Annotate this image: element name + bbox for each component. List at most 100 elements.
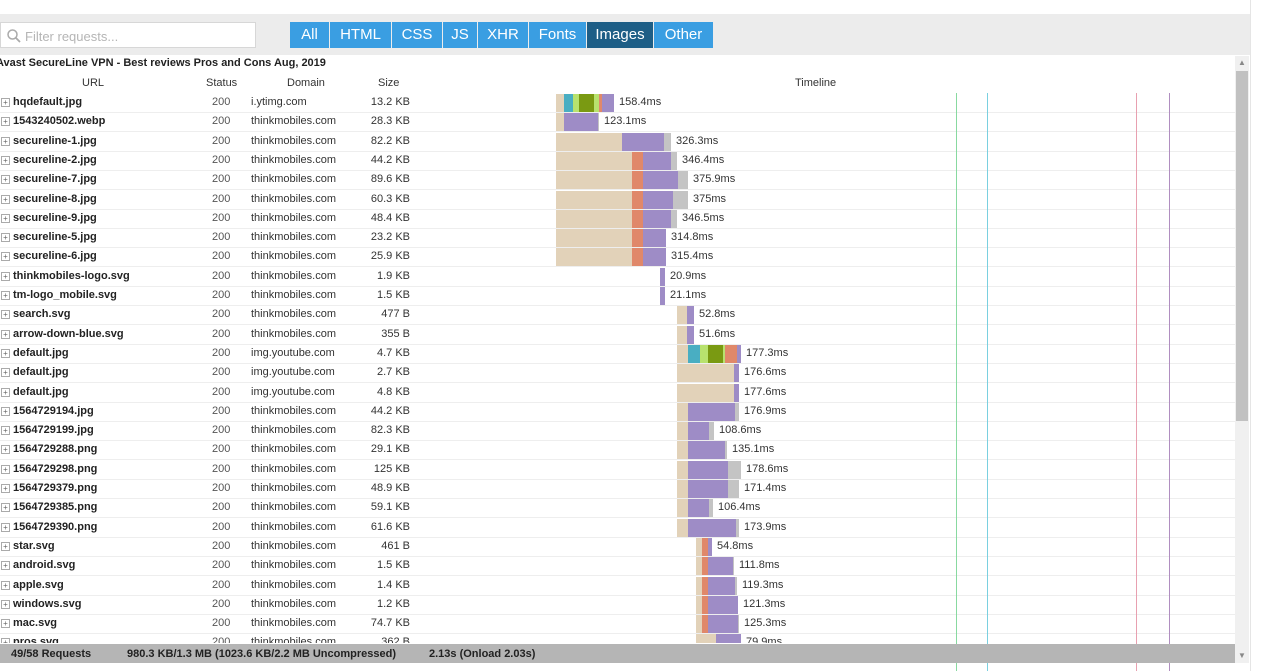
request-row[interactable]: +1564729390.png 200 thinkmobiles.com 61.6 K…: [0, 518, 1235, 538]
request-row[interactable]: + tm-logo_mobile.svg 200 thinkmobiles.com 1.…: [0, 286, 1235, 306]
expand-icon[interactable]: +: [1, 117, 10, 127]
request-row[interactable]: +1564729194.jpg 200 thinkmobiles.com 44.2 K…: [0, 402, 1235, 422]
expand-icon[interactable]: +: [1, 310, 10, 320]
expand-icon[interactable]: +: [1, 175, 10, 185]
header-domain[interactable]: Domain: [287, 77, 325, 89]
request-row[interactable]: + secureline-1.jpg 200 thinkmobiles.com 82.2…: [0, 132, 1235, 152]
request-row[interactable]: + secureline-8.jpg 200 thinkmobiles.com 60.3…: [0, 190, 1235, 210]
expand-icon[interactable]: +: [1, 619, 10, 629]
request-size: 89.6 KB: [370, 173, 410, 186]
expand-icon[interactable]: +: [1, 522, 10, 532]
expand-icon[interactable]: +: [1, 213, 10, 223]
tab-css[interactable]: CSS: [392, 22, 442, 48]
scroll-thumb[interactable]: [1236, 71, 1248, 421]
request-row[interactable]: + hqdefault.jpg 200 i.ytimg.com 13.2 KB 158.4…: [0, 93, 1235, 113]
expand-icon[interactable]: +: [1, 426, 10, 436]
timeline-duration: 54.8ms: [717, 539, 754, 552]
expand-icon[interactable]: +: [1, 599, 10, 609]
tab-xhr[interactable]: XHR: [478, 22, 528, 48]
scroll-down-arrow-icon[interactable]: ▼: [1238, 651, 1246, 660]
expand-icon[interactable]: +: [1, 464, 10, 474]
header-timeline[interactable]: Timeline: [795, 77, 837, 89]
expand-icon[interactable]: +: [1, 445, 10, 455]
request-row[interactable]: + arrow-down-blue.svg 200 thinkmobiles.com 3…: [0, 325, 1235, 345]
expand-icon[interactable]: +: [1, 136, 10, 146]
expand-icon[interactable]: +: [1, 271, 10, 281]
timeline-receive-segment: [709, 499, 713, 518]
timeline-send-segment: [702, 537, 708, 556]
header-url[interactable]: URL: [82, 77, 105, 89]
expand-icon[interactable]: +: [1, 233, 10, 243]
request-row[interactable]: + default.jpg 200 img.youtube.com 4.8 KB 177.…: [0, 383, 1235, 403]
timeline-receive-segment: [671, 209, 677, 228]
expand-icon[interactable]: +: [1, 368, 10, 378]
expand-icon[interactable]: +: [1, 98, 10, 107]
tab-all[interactable]: All: [290, 22, 329, 48]
expand-icon[interactable]: +: [1, 329, 10, 339]
timeline-wait-segment: [688, 518, 736, 537]
timeline-duration: 171.4ms: [744, 482, 787, 494]
expand-icon[interactable]: +: [1, 406, 10, 416]
request-row[interactable]: + search.svg 200 thinkmobiles.com 477 B 52.8m…: [0, 305, 1235, 326]
timeline-receive-segment: [736, 518, 739, 537]
request-row[interactable]: + windows.svg 200 thinkmobiles.com 1.2 KB 121…: [0, 595, 1235, 615]
request-size: 1.2 KB: [376, 597, 410, 610]
timeline-ssl-segment: [579, 94, 594, 112]
header-size[interactable]: Size: [378, 77, 400, 89]
expand-icon[interactable]: +: [1, 580, 10, 590]
filter-box[interactable]: [0, 22, 256, 49]
request-row[interactable]: + apple.svg 200 thinkmobiles.com 1.4 KB 119.3…: [0, 576, 1235, 596]
request-status: 200: [212, 443, 231, 456]
expand-icon[interactable]: +: [1, 252, 10, 262]
timeline-wait-segment: [708, 595, 738, 614]
request-row[interactable]: +1564729288.png 200 thinkmobiles.com 29.1 K…: [0, 440, 1235, 461]
request-row[interactable]: +1564729199.jpg 200 thinkmobiles.com 82.3 K…: [0, 421, 1235, 442]
expand-icon[interactable]: +: [1, 155, 10, 165]
request-url: android.svg: [13, 559, 76, 572]
page-title: Avast SecureLine VPN - Best reviews Pros…: [0, 57, 326, 69]
expand-icon[interactable]: +: [1, 291, 10, 300]
expand-icon[interactable]: +: [1, 194, 10, 204]
expand-icon[interactable]: +: [1, 484, 10, 493]
request-row[interactable]: + secureline-2.jpg 200 thinkmobiles.com 44.2…: [0, 151, 1235, 171]
expand-icon[interactable]: +: [1, 561, 10, 571]
request-row[interactable]: + mac.svg 200 thinkmobiles.com 74.7 KB 125.3m…: [0, 614, 1235, 635]
request-row[interactable]: + pros.svg 200 thinkmobiles.com 362 B 79.9ms: [0, 633, 1235, 643]
request-row[interactable]: + thinkmobiles-logo.svg 200 thinkmobiles.co…: [0, 267, 1235, 287]
onload-line: [1136, 93, 1137, 671]
request-row[interactable]: + default.jpg 200 img.youtube.com 4.7 KB 177.…: [0, 344, 1235, 364]
request-row[interactable]: +1543240502.webp 200 thinkmobiles.com 28.3 …: [0, 112, 1235, 133]
timeline-blocked-segment: [556, 190, 632, 209]
tab-images[interactable]: Images: [587, 22, 653, 48]
expand-icon[interactable]: +: [1, 503, 10, 513]
vertical-scrollbar[interactable]: ▲ ▼: [1235, 56, 1249, 663]
expand-icon[interactable]: +: [1, 638, 10, 643]
tab-html[interactable]: HTML: [330, 22, 391, 48]
expand-icon[interactable]: +: [1, 348, 10, 358]
request-url: 1543240502.webp: [13, 115, 106, 128]
tab-fonts[interactable]: Fonts: [529, 22, 586, 48]
timeline-blocked-segment: [677, 306, 687, 325]
tab-other[interactable]: Other: [654, 22, 713, 48]
expand-icon[interactable]: +: [1, 541, 10, 551]
header-status[interactable]: Status: [206, 77, 238, 89]
request-row[interactable]: +1564729379.png 200 thinkmobiles.com 48.9 K…: [0, 479, 1235, 499]
scroll-up-arrow-icon[interactable]: ▲: [1238, 58, 1246, 67]
expand-icon[interactable]: +: [1, 387, 10, 397]
request-row[interactable]: + star.svg 200 thinkmobiles.com 461 B 54.8ms: [0, 537, 1235, 557]
filter-requests-input[interactable]: [23, 23, 255, 49]
request-domain: thinkmobiles.com: [251, 559, 336, 572]
request-row[interactable]: + android.svg 200 thinkmobiles.com 1.5 KB 111…: [0, 556, 1235, 577]
request-row[interactable]: + secureline-7.jpg 200 thinkmobiles.com 89.6…: [0, 170, 1235, 191]
request-row[interactable]: + secureline-5.jpg 200 thinkmobiles.com 23.2…: [0, 228, 1235, 249]
request-row[interactable]: + default.jpg 200 img.youtube.com 2.7 KB 176.…: [0, 363, 1235, 384]
timeline-receive-segment: [725, 441, 727, 460]
request-row[interactable]: +1564729385.png 200 thinkmobiles.com 59.1 K…: [0, 498, 1235, 519]
request-row[interactable]: +1564729298.png 200 thinkmobiles.com 125 KB…: [0, 460, 1235, 480]
timeline-send-segment: [632, 229, 643, 248]
request-row[interactable]: + secureline-9.jpg 200 thinkmobiles.com 48.4…: [0, 209, 1235, 229]
tab-js[interactable]: JS: [443, 22, 477, 48]
request-row[interactable]: + secureline-6.jpg 200 thinkmobiles.com 25.9…: [0, 247, 1235, 268]
timeline-wait-segment: [564, 113, 598, 132]
timeline-blocked-segment: [696, 537, 702, 556]
